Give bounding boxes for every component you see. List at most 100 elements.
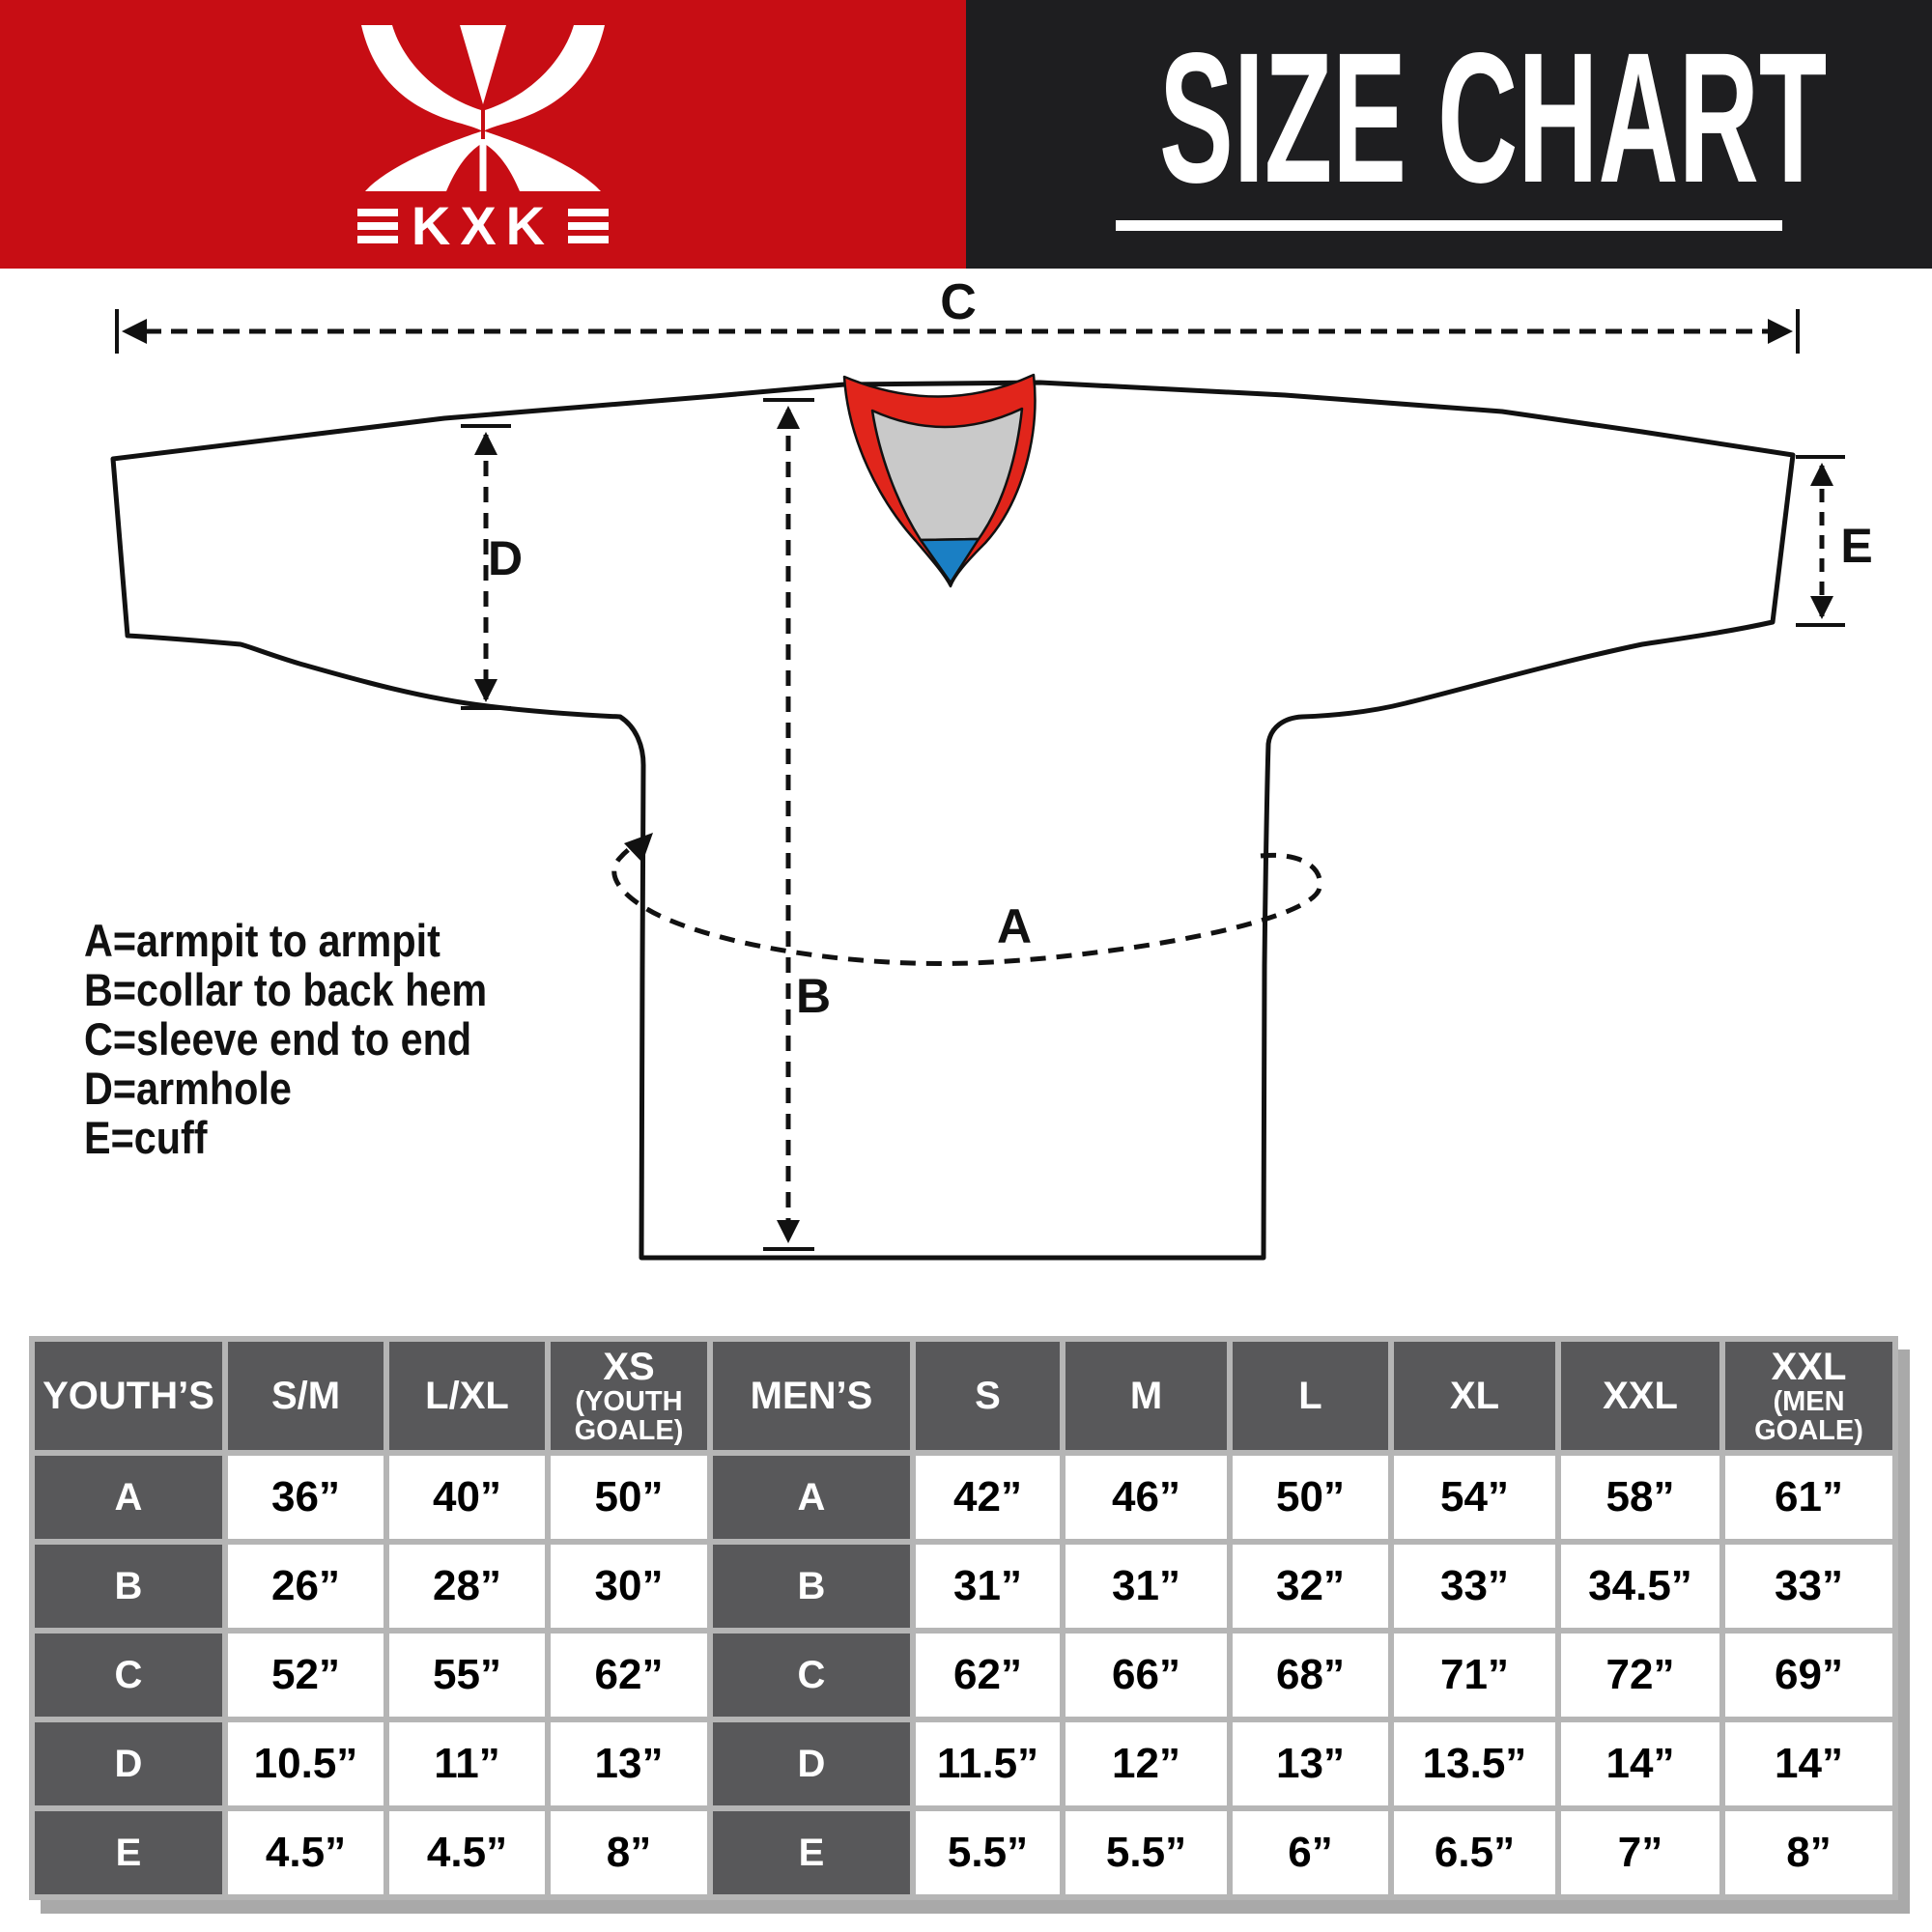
- size-value: 34.5”: [1561, 1545, 1719, 1628]
- row-label: A: [713, 1456, 910, 1539]
- label-E: E: [1840, 519, 1872, 573]
- jersey-measurement-diagram: C D B E A: [110, 274, 1873, 1261]
- size-value: 7”: [1561, 1811, 1719, 1894]
- size-value: 28”: [389, 1545, 545, 1628]
- legend-line-a: A=armpit to armpit: [84, 915, 440, 966]
- size-value: 62”: [916, 1634, 1060, 1717]
- page-header: KXK SIZE CHART: [0, 0, 1932, 269]
- size-value: 31”: [1065, 1545, 1227, 1628]
- size-value: 68”: [1233, 1634, 1388, 1717]
- size-value: 14”: [1561, 1722, 1719, 1805]
- size-value: 31”: [916, 1545, 1060, 1628]
- size-value: 12”: [1065, 1722, 1227, 1805]
- size-value: 66”: [1065, 1634, 1227, 1717]
- size-value: 10.5”: [228, 1722, 384, 1805]
- size-value: 61”: [1725, 1456, 1892, 1539]
- size-value: 58”: [1561, 1456, 1719, 1539]
- size-value: 4.5”: [228, 1811, 384, 1894]
- dimension-E: [1796, 455, 1845, 627]
- row-label: D: [35, 1722, 222, 1805]
- size-value: 8”: [551, 1811, 707, 1894]
- size-value: 14”: [1725, 1722, 1892, 1805]
- column-header-m: M: [1065, 1342, 1227, 1450]
- jersey-outline: [110, 380, 1796, 1261]
- size-value: 13.5”: [1394, 1722, 1555, 1805]
- dimension-C: [115, 309, 1800, 354]
- legend-line-c: C=sleeve end to end: [84, 1013, 472, 1065]
- collar-v-insert: [919, 537, 980, 584]
- size-value: 33”: [1725, 1545, 1892, 1628]
- dimension-A: [611, 833, 1322, 966]
- size-value: 30”: [551, 1545, 707, 1628]
- size-value: 5.5”: [916, 1811, 1060, 1894]
- title-underline: [1116, 220, 1782, 231]
- table-row-e: E 4.5” 4.5” 8” E 5.5” 5.5” 6” 6.5” 7” 8”: [35, 1811, 1892, 1894]
- label-B: B: [796, 969, 831, 1023]
- size-value: 11.5”: [916, 1722, 1060, 1805]
- size-value: 62”: [551, 1634, 707, 1717]
- label-C: C: [940, 274, 977, 330]
- row-label: B: [35, 1545, 222, 1628]
- size-value: 13”: [1233, 1722, 1388, 1805]
- row-label: C: [713, 1634, 910, 1717]
- size-value: 4.5”: [389, 1811, 545, 1894]
- collar-inner: [870, 407, 1024, 542]
- column-header-xs: XS (YOUTH GOALE): [551, 1342, 707, 1450]
- size-table-header-row: YOUTH’S S/M L/XL XS (YOUTH GOALE) MEN’S S M L XL XX…: [35, 1342, 1892, 1450]
- legend-line-e: E=cuff: [84, 1112, 208, 1163]
- column-header-xxl: XXL (MEN GOALE): [1725, 1342, 1892, 1450]
- size-value: 46”: [1065, 1456, 1227, 1539]
- brand-panel: KXK: [0, 0, 966, 269]
- column-header-s/m: S/M: [228, 1342, 384, 1450]
- row-label: E: [713, 1811, 910, 1894]
- size-value: 6.5”: [1394, 1811, 1555, 1894]
- title-panel: SIZE CHART: [966, 0, 1932, 269]
- size-value: 72”: [1561, 1634, 1719, 1717]
- size-value: 11”: [389, 1722, 545, 1805]
- size-table-body: A 36” 40” 50” A 42” 46” 50” 54” 58” 61” B 26” 28” 30” B…: [35, 1456, 1892, 1894]
- measurement-legend: A=armpit to armpit B=collar to back hem …: [84, 916, 487, 1162]
- size-value: 6”: [1233, 1811, 1388, 1894]
- size-value: 40”: [389, 1456, 545, 1539]
- size-value: 32”: [1233, 1545, 1388, 1628]
- size-value: 69”: [1725, 1634, 1892, 1717]
- row-label: D: [713, 1722, 910, 1805]
- dimension-B: [763, 398, 814, 1251]
- size-value: 36”: [228, 1456, 384, 1539]
- size-value: 54”: [1394, 1456, 1555, 1539]
- column-header-men’s: MEN’S: [713, 1342, 910, 1450]
- page-title: SIZE CHART: [1159, 14, 1828, 221]
- column-header-l: L: [1233, 1342, 1388, 1450]
- table-row-b: B 26” 28” 30” B 31” 31” 32” 33” 34.5” 33”: [35, 1545, 1892, 1628]
- row-label: C: [35, 1634, 222, 1717]
- column-header-xl: XL: [1394, 1342, 1555, 1450]
- size-value: 42”: [916, 1456, 1060, 1539]
- table-row-c: C 52” 55” 62” C 62” 66” 68” 71” 72” 69”: [35, 1634, 1892, 1717]
- legend-line-d: D=armhole: [84, 1063, 292, 1114]
- size-value: 71”: [1394, 1634, 1555, 1717]
- size-value: 26”: [228, 1545, 384, 1628]
- row-label: E: [35, 1811, 222, 1894]
- size-value: 50”: [1233, 1456, 1388, 1539]
- brand-name: KXK: [411, 195, 555, 256]
- size-value: 50”: [551, 1456, 707, 1539]
- table-row-d: D 10.5” 11” 13” D 11.5” 12” 13” 13.5” 14” 14”: [35, 1722, 1892, 1805]
- size-value: 55”: [389, 1634, 545, 1717]
- triple-bar-right-icon: [568, 209, 610, 243]
- row-label: B: [713, 1545, 910, 1628]
- column-header-s: S: [916, 1342, 1060, 1450]
- kxk-wordmark: KXK: [0, 195, 966, 256]
- size-value: 52”: [228, 1634, 384, 1717]
- size-value: 13”: [551, 1722, 707, 1805]
- size-value: 5.5”: [1065, 1811, 1227, 1894]
- column-header-xxl: XXL: [1561, 1342, 1719, 1450]
- size-value: 33”: [1394, 1545, 1555, 1628]
- label-A: A: [997, 899, 1032, 953]
- size-value: 8”: [1725, 1811, 1892, 1894]
- kxk-logo-icon: [361, 25, 605, 191]
- label-D: D: [488, 531, 523, 585]
- column-header-l/xl: L/XL: [389, 1342, 545, 1450]
- legend-line-b: B=collar to back hem: [84, 964, 488, 1015]
- dimension-D: [461, 424, 511, 710]
